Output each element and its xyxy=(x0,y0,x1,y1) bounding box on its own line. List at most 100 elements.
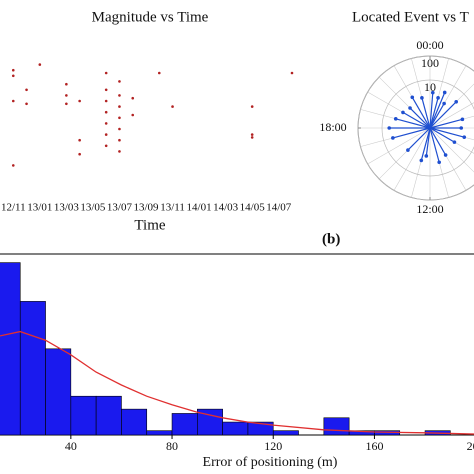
x-tick-label: 14/07 xyxy=(266,202,292,214)
x-axis-label: Error of positioning (m) xyxy=(203,455,338,470)
event-spoke xyxy=(411,96,431,129)
event-point xyxy=(454,99,459,104)
event-spoke xyxy=(407,127,431,151)
spoke xyxy=(429,127,474,173)
bar xyxy=(171,413,198,436)
bar xyxy=(0,262,21,436)
event-point xyxy=(430,90,435,95)
event-spoke xyxy=(429,101,457,129)
event-point xyxy=(460,117,465,122)
event-point xyxy=(401,110,405,115)
event-spoke xyxy=(429,127,465,138)
point xyxy=(131,113,135,117)
point xyxy=(65,102,68,106)
event-spoke xyxy=(429,127,455,143)
point xyxy=(104,144,108,148)
x-tick-label: 14/05 xyxy=(240,202,266,214)
event-point xyxy=(410,95,415,100)
x-tick-label: 13/11 xyxy=(160,202,185,214)
x-tick-label: 200 xyxy=(467,439,474,453)
spoke xyxy=(393,127,431,191)
point xyxy=(250,136,254,139)
spoke xyxy=(429,127,474,141)
point xyxy=(104,133,108,136)
theta-tick-label: 00:00 xyxy=(416,38,443,52)
point xyxy=(38,63,42,66)
point xyxy=(118,94,121,97)
event-point xyxy=(437,160,441,165)
point xyxy=(104,71,108,75)
event-spoke xyxy=(425,127,431,157)
bar xyxy=(146,430,173,436)
event-spoke xyxy=(429,127,447,156)
bar xyxy=(45,348,72,436)
theta-tick-label: 18:00 xyxy=(319,120,346,134)
point xyxy=(250,133,254,136)
event-point xyxy=(393,117,398,121)
event-point xyxy=(406,148,410,152)
theta-tick-label: 12:00 xyxy=(416,202,443,216)
point xyxy=(11,68,15,72)
event-point xyxy=(462,135,467,139)
point xyxy=(25,88,28,92)
point xyxy=(171,105,174,108)
point xyxy=(65,82,68,86)
event-spoke xyxy=(409,107,431,129)
x-tick-label: 40 xyxy=(65,439,77,453)
event-spoke xyxy=(429,92,434,129)
event-spoke xyxy=(392,127,431,139)
ring xyxy=(381,79,474,177)
point xyxy=(104,122,108,125)
point xyxy=(11,74,15,78)
point xyxy=(118,127,121,131)
point xyxy=(290,71,294,75)
point xyxy=(11,164,15,167)
event-point xyxy=(419,158,424,163)
bar xyxy=(222,421,249,436)
point xyxy=(65,94,68,97)
point xyxy=(250,105,254,108)
event-point xyxy=(443,153,448,157)
event-spoke xyxy=(429,97,439,129)
point xyxy=(78,152,81,156)
x-tick-label: 13/03 xyxy=(54,202,80,214)
event-spoke xyxy=(429,103,445,129)
bar xyxy=(247,421,274,436)
point xyxy=(104,99,108,103)
bar xyxy=(70,395,97,436)
event-spoke xyxy=(420,127,431,161)
event-spoke xyxy=(429,92,446,129)
event-point xyxy=(420,96,424,100)
x-tick-label: 120 xyxy=(264,439,282,453)
point xyxy=(78,138,81,142)
spoke xyxy=(367,127,431,165)
point xyxy=(118,80,121,83)
event-point xyxy=(442,101,446,106)
event-spoke xyxy=(402,111,431,129)
x-tick-label: 13/05 xyxy=(80,202,106,214)
event-point xyxy=(424,154,429,158)
point xyxy=(118,105,121,108)
x-tick-label: 14/03 xyxy=(213,202,239,214)
bar xyxy=(272,430,299,436)
x-tick-label: 12/11 xyxy=(1,202,26,214)
point xyxy=(118,138,121,142)
event-point xyxy=(387,126,392,130)
event-point xyxy=(452,140,457,144)
x-tick-label: 80 xyxy=(166,439,178,453)
polar-title: Located Event vs T xyxy=(352,9,469,25)
fit-curve xyxy=(0,330,474,435)
event-spoke xyxy=(395,118,431,129)
event-spoke xyxy=(429,127,440,163)
scatter-title: Magnitude vs Time xyxy=(92,9,209,25)
event-point xyxy=(459,126,464,130)
event-point xyxy=(391,136,395,140)
x-tick-label: 13/09 xyxy=(133,202,159,214)
bar xyxy=(95,395,122,436)
point xyxy=(118,150,121,153)
point xyxy=(131,96,135,100)
point xyxy=(25,102,28,106)
event-point xyxy=(436,96,440,100)
